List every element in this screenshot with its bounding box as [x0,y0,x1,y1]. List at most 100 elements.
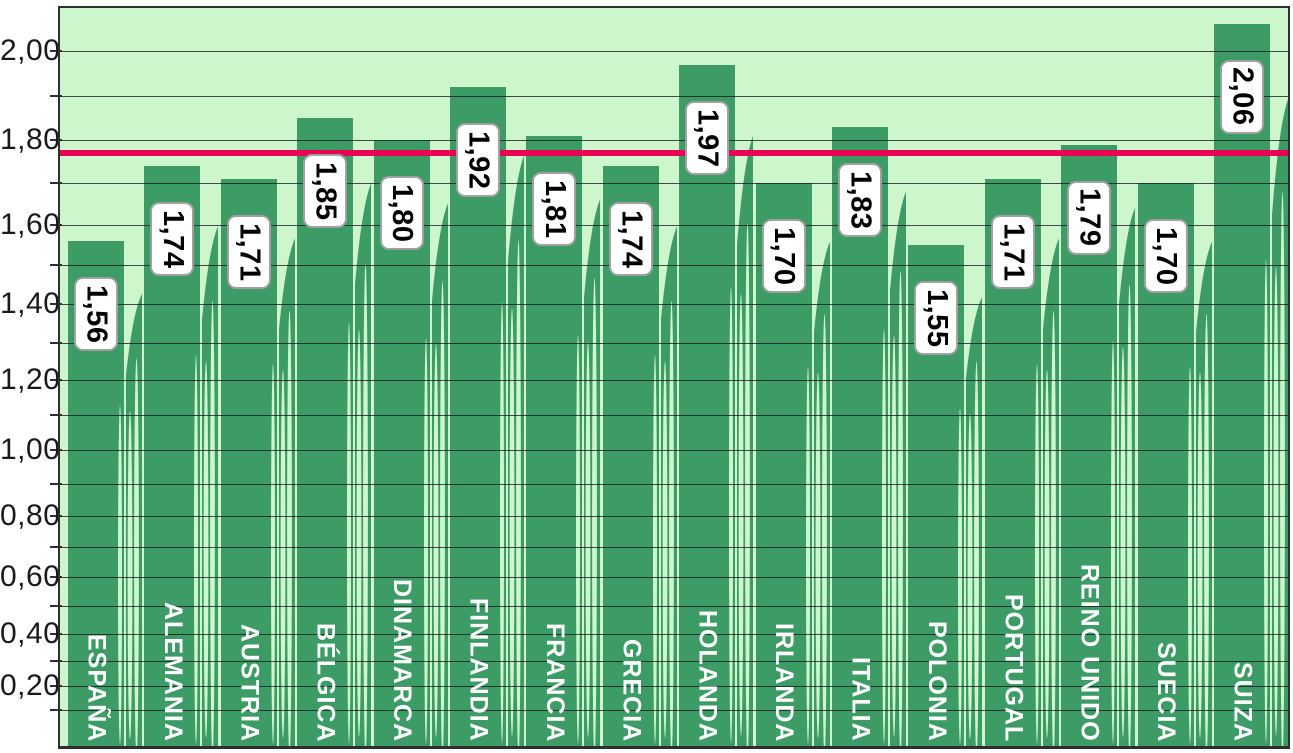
y-axis-tick [50,685,62,687]
category-label-dinamarca: DINAMARCA [388,578,417,742]
category-label-grecia: GRECIA [617,638,646,742]
gridline-1.8 [60,140,1288,142]
gridline-0.6 [60,577,1288,579]
value-label-box: 1,97 [685,100,730,175]
category-label-francia: FRANCIA [540,622,569,743]
value-label: 1,71 [997,222,1030,282]
gridline-1.7 [60,183,1288,184]
y-axis-tick [50,482,62,485]
y-axis-tick [50,50,62,53]
value-label-box: 1,85 [303,154,348,229]
value-label-box: 1,74 [150,202,195,276]
gridline-0.2 [60,686,1288,687]
value-label: 1,56 [80,284,113,344]
gridline-2.0 [60,51,1288,53]
y-axis-tick-label: 1,80 [0,123,61,157]
gridline-1.2 [60,379,1288,381]
bar-finlandia [450,87,524,748]
gridline-0.3 [60,660,1288,662]
x-axis-line [60,746,1288,749]
value-label-box: 1,56 [74,276,118,351]
gridline-1.3 [60,342,1288,344]
gridline-0.9 [60,483,1288,485]
plot-border-top [60,6,1288,8]
y-axis-tick-label: 0,20 [0,669,61,702]
bar-suiza [1214,23,1288,747]
category-label-austria: AUSTRIA [235,623,264,742]
y-axis-tick [50,223,62,226]
value-label-box: 2,06 [1220,59,1264,134]
category-label-holanda: HOLANDA [693,610,722,742]
y-axis-tick-label: 1,40 [0,287,61,321]
gridline-0.1 [60,710,1288,712]
y-axis-tick-label: 0,80 [0,498,61,532]
y-axis-tick [50,182,62,184]
value-label-box: 1,55 [914,281,959,355]
category-label-alemania: ALEMANIA [158,602,187,742]
category-label-finlandia: FINLANDIA [464,598,493,742]
value-label: 1,83 [844,170,877,230]
y-axis-tick [50,709,62,712]
value-label: 1,55 [920,288,953,348]
y-axis-tick [50,632,62,635]
reference-line [60,150,1288,157]
gridline-1.6 [60,224,1288,226]
category-label-irlanda: IRLANDA [770,622,799,743]
value-label: 1,79 [1073,188,1106,247]
y-axis-tick-label: 1,00 [0,433,61,466]
value-label: 1,85 [309,162,342,221]
gridline-1.1 [60,415,1288,417]
y-axis-tick [50,576,62,579]
y-axis-tick-label: 2,00 [0,34,61,68]
gridline-0.7 [60,547,1288,549]
y-axis-tick [50,264,62,266]
value-label: 2,06 [1226,67,1259,126]
value-label-box: 1,79 [1067,180,1112,255]
value-label: 1,92 [462,131,495,190]
y-axis-tick [50,605,62,608]
value-label: 1,80 [386,184,419,243]
category-label-italia: ITALIA [846,657,875,742]
value-label-box: 1,70 [1143,219,1188,293]
y-axis-tick-label: 0,40 [0,616,61,650]
y-axis-tick-label: 1,20 [0,362,61,396]
gridline-1.4 [60,304,1288,306]
value-label: 1,81 [538,179,571,239]
category-label-reino-unido: REINO UNIDO [1075,564,1104,742]
value-label-box: 1,83 [838,163,882,238]
plot-border-right [1288,6,1290,749]
value-label: 1,71 [233,222,266,282]
gridline-1.0 [60,450,1288,451]
gridline-1.5 [60,265,1288,266]
y-axis-tick [50,414,62,417]
value-label: 1,70 [1150,226,1183,286]
value-label-box: 1,71 [990,214,1035,289]
y-axis-tick [50,449,62,451]
value-label-box: 1,81 [532,171,577,246]
category-label-suecia: SUECIA [1152,641,1181,742]
value-label-box: 1,80 [379,176,424,251]
value-label: 1,74 [615,209,648,269]
y-axis-tick [50,659,62,662]
value-label-box: 1,92 [456,123,500,198]
gridline-0.5 [60,606,1288,608]
value-label: 1,70 [768,226,801,286]
gridline-0.8 [60,515,1288,517]
value-label-box: 1,71 [226,214,271,289]
y-axis-tick-label: 0,60 [0,560,61,594]
y-axis-tick [50,139,62,142]
category-label-b-lgica: BÉLGICA [311,622,340,743]
value-label-box: 1,70 [761,219,806,293]
gridline-1.9 [60,96,1288,98]
y-axis-tick [50,341,62,344]
value-label: 1,97 [691,108,724,168]
category-label-portugal: PORTUGAL [999,593,1028,742]
y-axis-tick [50,378,62,381]
bar-holanda [679,64,754,747]
category-label-suiza: SUIZA [1228,662,1257,742]
gridline-0.4 [60,633,1288,635]
y-axis-tick [50,546,62,549]
y-axis-tick [50,95,62,98]
y-axis-tick-label: 1,60 [0,207,61,241]
